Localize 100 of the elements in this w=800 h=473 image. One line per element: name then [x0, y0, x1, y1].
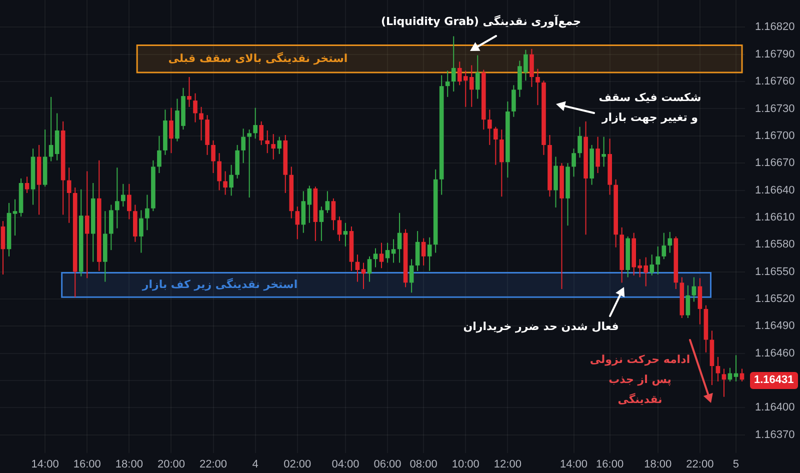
candlestick [247, 129, 252, 198]
y-tick-label: 1.16460 [755, 347, 795, 360]
candlestick [259, 120, 264, 146]
candlestick [716, 356, 720, 382]
candlestick [24, 176, 30, 194]
candlestick [114, 167, 120, 229]
candlestick [108, 204, 114, 251]
y-tick-label: 1.16640 [755, 184, 795, 196]
candlestick [277, 136, 282, 155]
candlestick [445, 70, 450, 98]
candlestick [241, 128, 246, 164]
candlestick [367, 256, 372, 282]
candlestick [187, 76, 192, 108]
y-tick-label: 1.16790 [755, 48, 795, 60]
candlestick [307, 185, 312, 224]
candlestick [650, 254, 654, 276]
x-tick-label: 20:00 [157, 458, 185, 471]
candlestick [319, 206, 324, 242]
band-label: استخر نقدینگی بالای سقف قبلی [168, 50, 348, 67]
candlestick [602, 136, 606, 168]
candlestick [84, 170, 90, 279]
x-tick-label: 02:00 [284, 458, 312, 471]
candlestick [409, 258, 414, 294]
x-tick-label: 18:00 [115, 458, 143, 471]
y-tick-label: 1.16370 [755, 428, 795, 441]
candlestick [668, 231, 672, 254]
candlestick [295, 206, 300, 240]
x-tick-label: 5 [732, 458, 740, 471]
annotation: فعال شدن حد ضرر خریداران [463, 319, 619, 335]
y-tick-label: 1.16700 [755, 130, 795, 142]
candlestick [193, 92, 198, 123]
candlestick [211, 140, 216, 174]
candlestick [500, 129, 504, 198]
candlestick [127, 183, 132, 220]
x-tick-label: 18:00 [644, 458, 672, 471]
x-tick-label: 22:00 [200, 458, 228, 471]
candlestick [199, 106, 204, 141]
candlestick [415, 230, 420, 272]
candlestick [301, 190, 306, 234]
candlestick [656, 246, 660, 276]
candlestick [391, 238, 396, 264]
x-tick-label: 14:00 [31, 458, 59, 471]
y-tick-label: 1.16730 [755, 102, 795, 115]
candlestick [121, 183, 126, 208]
x-tick-label: 16:00 [596, 458, 624, 471]
y-tick-label: 1.16820 [755, 21, 795, 34]
candlestick [325, 190, 330, 214]
y-tick-label: 1.16610 [755, 211, 795, 224]
candlestick [253, 107, 258, 140]
candlestick [427, 236, 432, 272]
x-tick-label: 12:00 [494, 458, 522, 471]
y-tick-label: 1.16580 [755, 238, 795, 251]
candlestick [379, 242, 384, 269]
candlestick [0, 220, 6, 276]
x-tick-label: 08:00 [410, 458, 438, 471]
candlestick [331, 198, 336, 231]
candlestick [536, 68, 540, 106]
candlestick [451, 36, 456, 92]
candlestick [512, 84, 516, 118]
candlestick [265, 130, 270, 154]
candlestick [698, 278, 702, 325]
candlestick [139, 210, 144, 254]
candlestick [157, 135, 162, 174]
candlestick [271, 134, 276, 160]
candlestick [578, 126, 582, 158]
candlestick [494, 126, 498, 166]
annotation: ادامه حرکت نزولی پس از جذب نقدینگی [590, 352, 690, 408]
candlestick [397, 212, 402, 264]
candlestick [530, 48, 534, 88]
text: 1.16431 [750, 372, 798, 388]
candlestick [475, 54, 480, 100]
candlestick [487, 109, 492, 146]
candlestick [337, 216, 342, 242]
x-tick-label: 10:00 [452, 458, 480, 471]
candlestick [722, 368, 726, 398]
candlestick [229, 164, 234, 196]
x-tick-label: 14:00 [560, 458, 588, 471]
candlestick [421, 238, 426, 266]
candlestick [596, 136, 600, 174]
candlestick [12, 198, 18, 236]
y-tick-label: 1.16760 [755, 76, 795, 88]
x-tick-label: 22:00 [686, 458, 714, 471]
candlestick [48, 96, 54, 162]
y-tick-label: 1.16400 [755, 402, 795, 414]
candlestick [145, 194, 150, 231]
candlestick [223, 170, 228, 196]
candlestick [662, 232, 666, 260]
y-tick-label: 1.16490 [755, 320, 795, 332]
y-tick-label: 1.16670 [755, 157, 795, 170]
candlestick [686, 284, 690, 319]
annotation: شکست فیک سقف و تغییر جهت بازار [598, 90, 702, 126]
candlestick [361, 262, 366, 290]
candlestick [572, 148, 576, 178]
candlestick [66, 167, 72, 224]
candlestick [385, 242, 390, 264]
candlestick [373, 248, 378, 268]
candlestick [169, 107, 174, 154]
x-tick-label: 06:00 [374, 458, 402, 471]
y-tick-label: 1.16520 [755, 293, 795, 306]
candlestick [692, 276, 696, 302]
